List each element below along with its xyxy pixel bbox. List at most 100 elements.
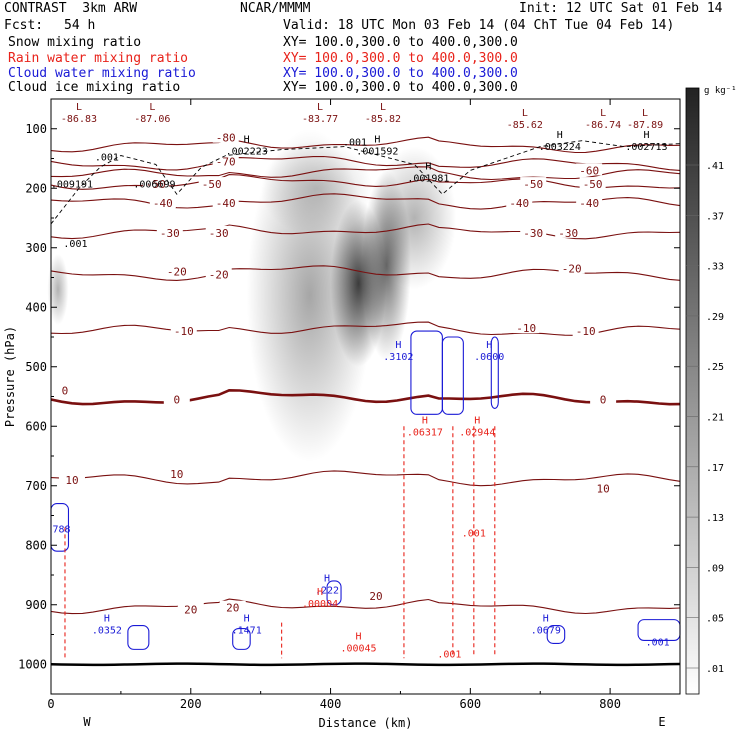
- x-tick-label: 800: [599, 697, 621, 711]
- isotherm-label: 10: [170, 468, 183, 481]
- extremum-value: .222: [315, 586, 339, 597]
- extremum-marker: H: [557, 130, 563, 141]
- extremum-marker: L: [522, 108, 528, 119]
- extremum-marker: L: [149, 102, 155, 113]
- extremum-value: .001: [437, 649, 461, 660]
- isotherm-label: -50: [202, 178, 222, 191]
- legend-cloudwater-xy: XY= 100.0,300.0 to 400.0,300.0: [283, 66, 518, 81]
- extremum-value: .3102: [383, 352, 413, 363]
- y-tick-label: 1000: [18, 657, 47, 671]
- legend-snow-xy: XY= 100.0,300.0 to 400.0,300.0: [283, 35, 518, 50]
- colorbar-tick-label: .21: [706, 413, 724, 424]
- extremum-marker: H: [355, 631, 361, 642]
- cloud-water-contour: [410, 330, 443, 415]
- isotherm-label: -50: [523, 178, 543, 191]
- isotherm-label: 20: [369, 590, 382, 603]
- extremum-marker: H: [425, 161, 431, 172]
- isotherm-label: -40: [153, 197, 173, 210]
- extremum-value: .001: [343, 138, 367, 149]
- extremum-value: .001981: [407, 173, 449, 184]
- extremum-value: .001: [646, 637, 670, 648]
- isotherm-label: 0: [62, 385, 69, 398]
- colorbar-tick-label: .09: [706, 563, 724, 574]
- x-tick-label: 200: [180, 697, 202, 711]
- cloud-water-contour: [441, 336, 464, 415]
- west-label: W: [83, 715, 91, 729]
- isotherm--80: [50, 136, 681, 154]
- extremum-value: .001592: [356, 147, 398, 158]
- legend-snow-label: Snow mixing ratio: [8, 35, 142, 50]
- extremum-value: -83.77: [302, 114, 338, 125]
- extremum-value: .0600: [474, 352, 504, 363]
- extremum-value: -85.82: [365, 114, 401, 125]
- model-title: CONTRAST 3km ARW: [4, 1, 138, 16]
- cloud-ice-shading: [372, 146, 457, 290]
- extremum-marker: H: [395, 340, 401, 351]
- extremum-marker: H: [104, 614, 110, 625]
- extremum-value: .001: [95, 153, 119, 164]
- colorbar-tick-label: .29: [706, 312, 724, 323]
- cloud-water-contour: [490, 336, 499, 409]
- extremum-marker: L: [642, 108, 648, 119]
- isotherm--60: [50, 166, 681, 181]
- extremum-value: -86.74: [585, 120, 621, 131]
- colorbar-tick-label: .33: [706, 262, 724, 273]
- isotherm--70: [50, 155, 681, 171]
- legend-cloudwater-label: Cloud water mixing ratio: [8, 66, 196, 81]
- colorbar-tick-label: .41: [706, 161, 724, 172]
- cloud-water-contour: [232, 627, 251, 650]
- y-tick-label: 300: [25, 241, 47, 255]
- extremum-marker: H: [374, 135, 380, 146]
- east-label: E: [658, 715, 665, 729]
- y-tick-label: 700: [25, 479, 47, 493]
- extremum-value: 788: [52, 524, 70, 535]
- isotherm-label: -10: [174, 325, 194, 338]
- extremum-value: .1471: [232, 626, 262, 637]
- extremum-marker: H: [244, 135, 250, 146]
- extremum-marker: L: [600, 108, 606, 119]
- legend-cloudice-label: Cloud ice mixing ratio: [8, 80, 181, 95]
- extremum-marker: H: [244, 614, 250, 625]
- extremum-value: .002713: [625, 142, 667, 153]
- isotherm-10: [50, 470, 681, 487]
- isotherm--30: [50, 223, 681, 240]
- isotherm-label: 10: [596, 483, 609, 496]
- extremum-value: -85.62: [507, 120, 543, 131]
- isotherm-label: -40: [579, 197, 599, 210]
- extremum-marker: H: [422, 415, 428, 426]
- extremum-marker: H: [643, 130, 649, 141]
- extremum-value: .0679: [531, 626, 561, 637]
- isotherm-label: -30: [160, 227, 180, 240]
- extremum-value: .001: [462, 529, 486, 540]
- colorbar-tick-label: .13: [706, 513, 724, 524]
- extremum-value: .02944: [459, 427, 495, 438]
- extremum-marker: H: [543, 614, 549, 625]
- extremum-marker: H: [317, 587, 323, 598]
- y-tick-label: 800: [25, 538, 47, 552]
- isotherm-label: 0: [173, 393, 180, 406]
- x-tick-label: 0: [47, 697, 54, 711]
- extremum-marker: H: [474, 415, 480, 426]
- extremum-value: .06317: [407, 427, 443, 438]
- init-time: Init: 12 UTC Sat 01 Feb 14: [519, 1, 723, 16]
- colorbar-tick-label: .17: [706, 463, 724, 474]
- colorbar-tick-label: .37: [706, 211, 724, 222]
- extremum-value: .002223: [226, 147, 268, 158]
- y-tick-label: 400: [25, 300, 47, 314]
- isotherm-label: -20: [562, 263, 582, 276]
- isotherm-label: -30: [558, 227, 578, 240]
- fcst-value: 54 h: [64, 18, 96, 33]
- isotherm-20: [50, 598, 681, 615]
- colorbar-tick-label: .01: [706, 664, 724, 675]
- isotherm-label: -40: [216, 197, 236, 210]
- cloud-ice-shading: [260, 140, 373, 236]
- isotherm-label: -30: [523, 227, 543, 240]
- extremum-value: .00004: [302, 599, 338, 610]
- snow-contour: [50, 140, 681, 225]
- extremum-marker: L: [317, 102, 323, 113]
- extremum-value: .001: [63, 239, 87, 250]
- center-title: NCAR/MMMM: [240, 1, 311, 16]
- extremum-marker: H: [486, 340, 492, 351]
- isotherm-label: 20: [184, 604, 197, 617]
